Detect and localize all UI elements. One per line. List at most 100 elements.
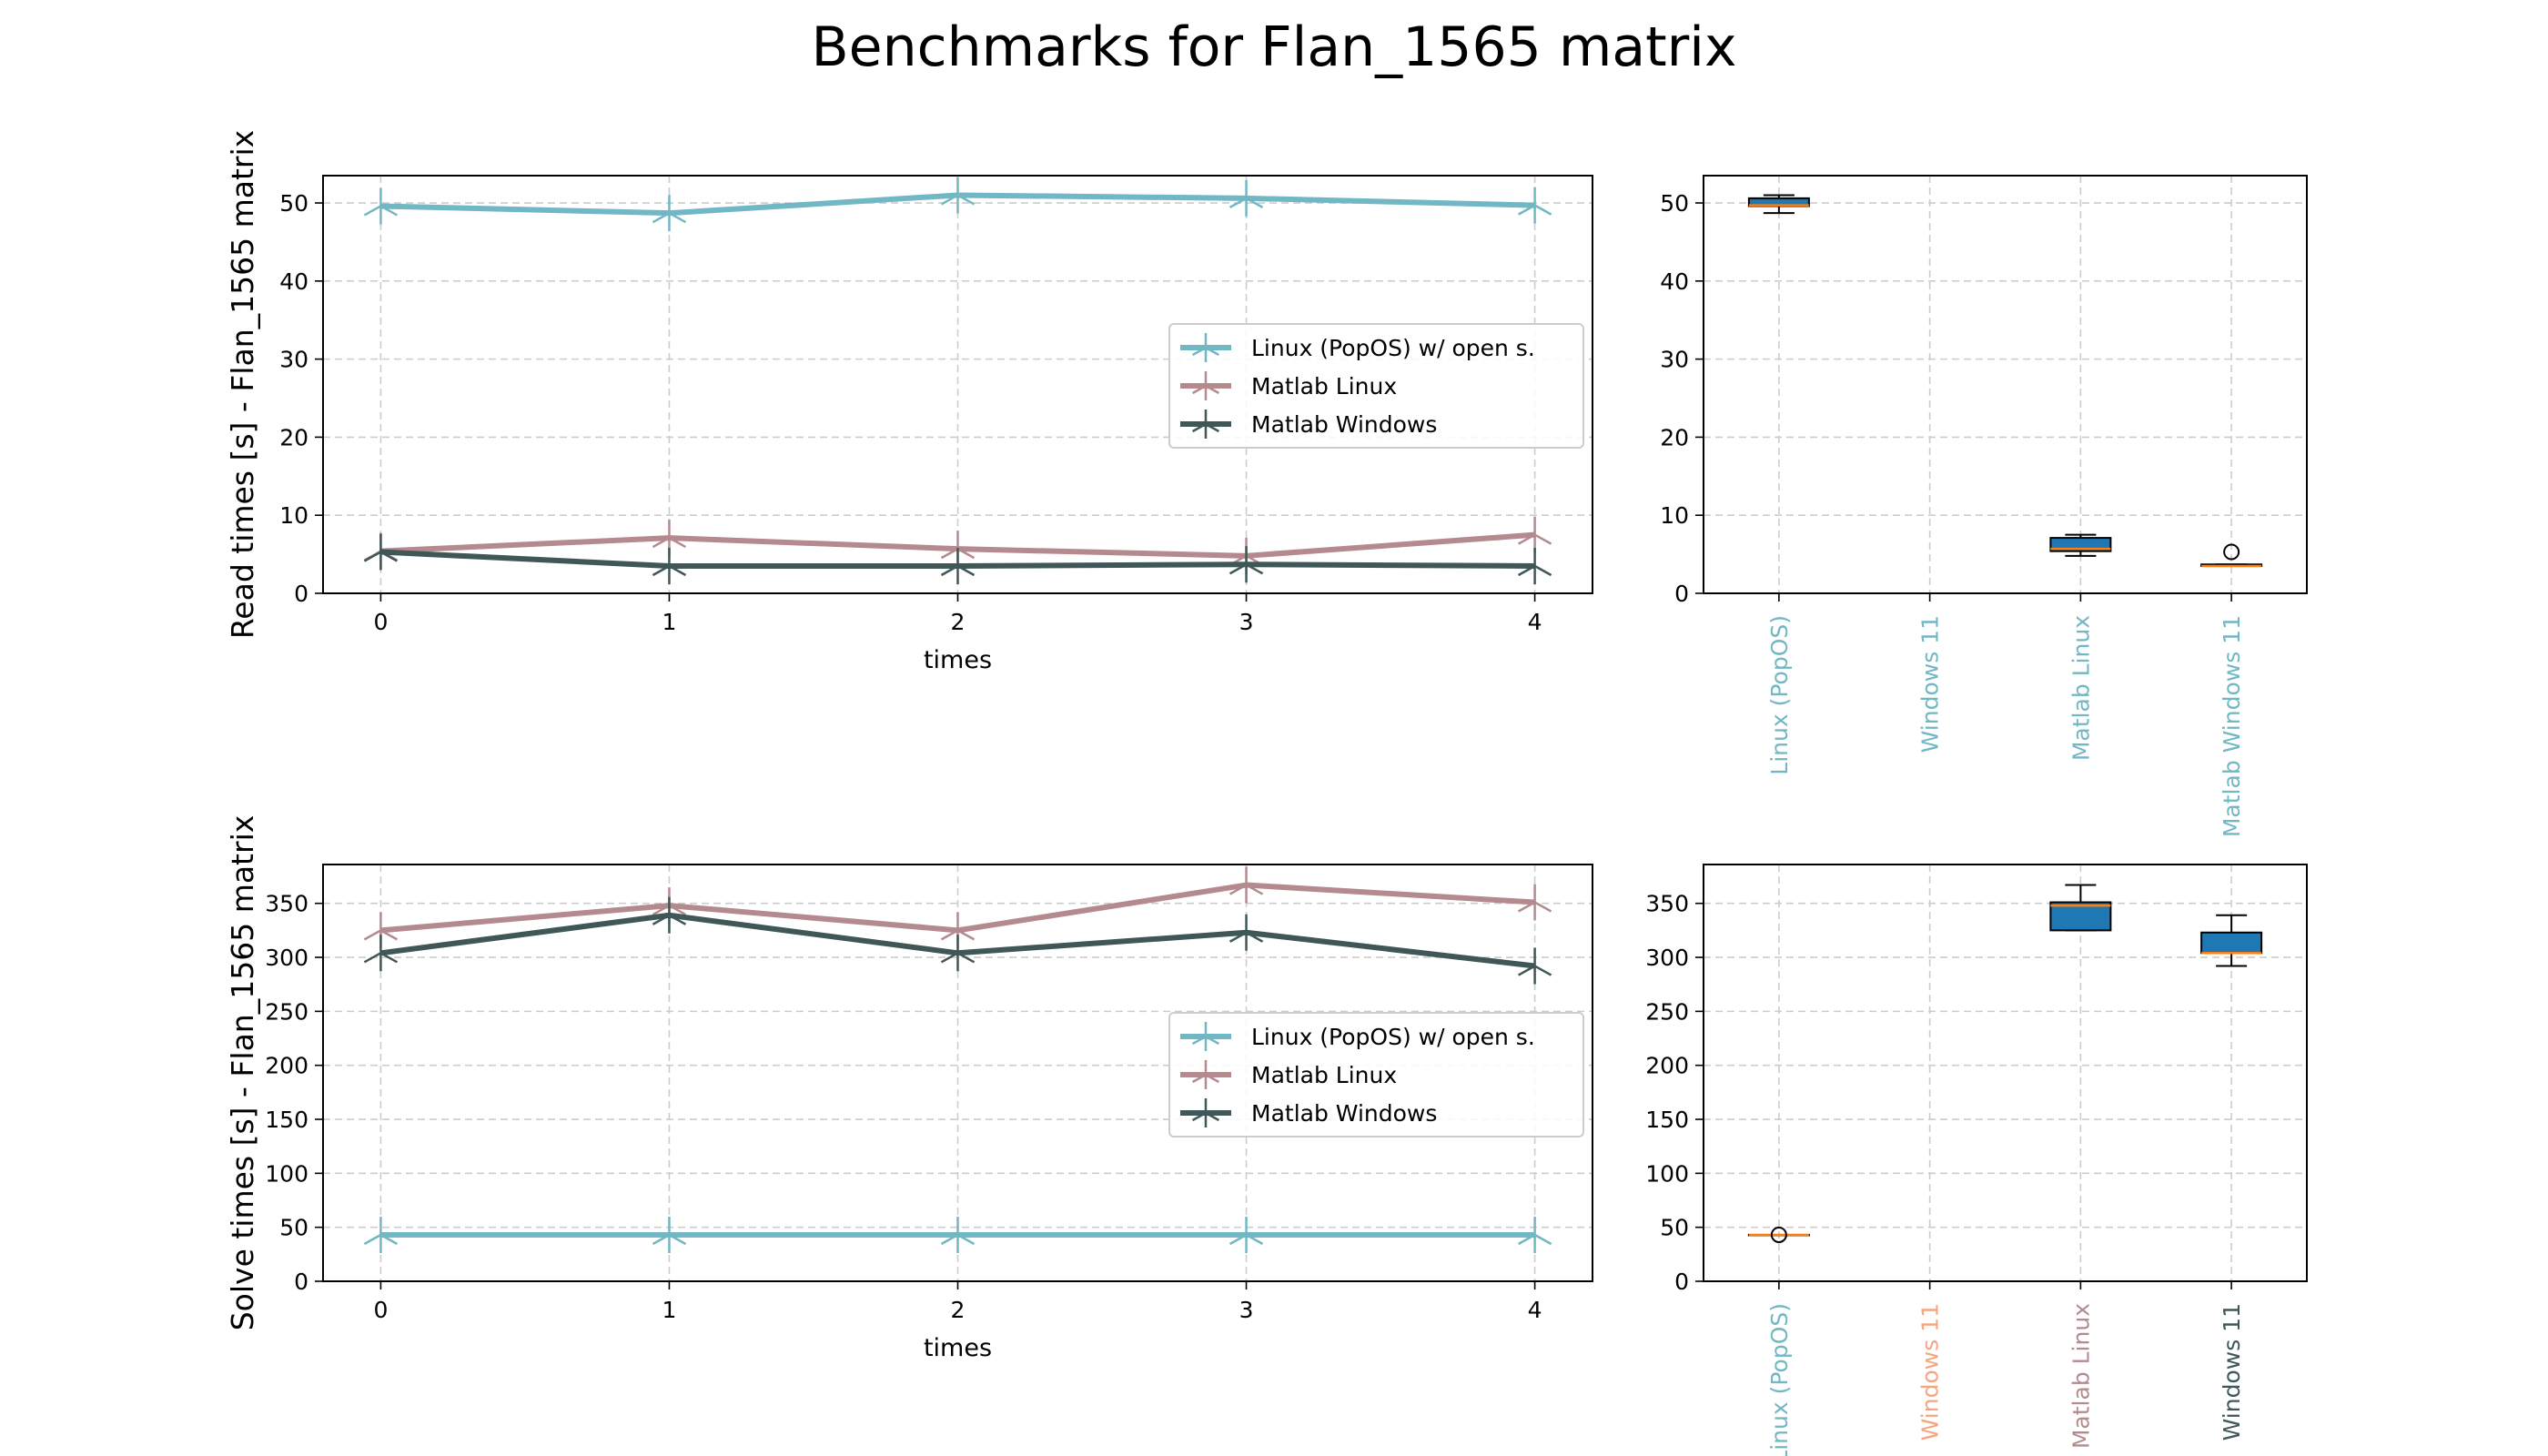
y-tick-label: 50 xyxy=(1660,1215,1689,1241)
y-tick-label: 50 xyxy=(1660,190,1689,217)
y-tick-label: 100 xyxy=(265,1160,308,1187)
series-point xyxy=(363,1216,399,1253)
y-tick-label: 100 xyxy=(1645,1160,1689,1187)
series-point xyxy=(940,547,976,584)
y-tick-label: 40 xyxy=(1660,268,1689,295)
y-tick-label: 300 xyxy=(1645,945,1689,971)
category-label: Linux (PopOS) xyxy=(1766,1303,1793,1456)
series-point xyxy=(1517,947,1552,985)
x-tick-label: 3 xyxy=(1239,609,1254,635)
series-point xyxy=(1517,1216,1552,1253)
y-axis-label: Solve times [s] - Flan_1565 matrix xyxy=(225,815,260,1331)
legend-marker xyxy=(1191,371,1220,400)
solve-line-panel: 0 50 100 150 200 250 300 350 0 1 2 3 4 times Solve tim… xyxy=(225,815,1593,1362)
category-label: Windows 11 xyxy=(1917,1303,1944,1441)
series-point xyxy=(1517,547,1552,584)
y-tick-label: 250 xyxy=(1645,998,1689,1025)
read-box-panel: 0 10 20 30 40 50 Linux (PopOS) Windows 11 Matlab… xyxy=(1660,175,2308,837)
legend-entry: Matlab Linux xyxy=(1251,1062,1397,1088)
x-tick-label: 1 xyxy=(662,1297,677,1323)
series-point xyxy=(363,533,399,571)
series-point xyxy=(652,547,687,584)
series-point xyxy=(652,896,687,934)
outlier-point xyxy=(2223,543,2240,561)
x-tick-label: 2 xyxy=(951,1297,966,1323)
y-axis-label: Read times [s] - Flan_1565 matrix xyxy=(225,130,260,639)
legend-entry: Linux (PopOS) w/ open s. xyxy=(1251,335,1535,361)
read-line-panel: 0 10 20 30 40 50 0 1 2 3 4 times Read times [s] - Fl… xyxy=(225,130,1593,674)
y-tick-label: 200 xyxy=(1645,1053,1689,1079)
category-label: Matlab Windows 11 xyxy=(2219,615,2245,837)
x-tick-label: 3 xyxy=(1239,1297,1254,1323)
axes-frame xyxy=(1703,175,2308,594)
series-point xyxy=(363,187,399,225)
y-tick-label: 200 xyxy=(265,1053,308,1079)
series-point xyxy=(940,177,976,214)
legend-entry: Matlab Windows xyxy=(1251,1100,1437,1127)
legend-box xyxy=(1168,1012,1584,1138)
x-axis-label: times xyxy=(924,1334,992,1362)
legend-marker xyxy=(1191,333,1220,362)
legend-marker xyxy=(1191,1022,1220,1051)
series-point xyxy=(1517,884,1552,921)
x-tick-label: 0 xyxy=(373,1297,388,1323)
series-point xyxy=(1228,914,1264,951)
legend-marker xyxy=(1191,1098,1220,1127)
legend-entry: Linux (PopOS) w/ open s. xyxy=(1251,1024,1535,1050)
x-tick-label: 4 xyxy=(1528,609,1542,635)
y-tick-label: 0 xyxy=(294,1269,308,1295)
solve-box-panel: 0 50 100 150 200 250 300 350 Linux (PopOS) Window… xyxy=(1645,864,2308,1456)
y-tick-label: 40 xyxy=(279,268,308,295)
series-point xyxy=(1228,179,1264,217)
legend-entry: Matlab Linux xyxy=(1251,373,1397,399)
legend-box xyxy=(1168,323,1584,449)
axes-frame xyxy=(322,175,1593,594)
axes-frame xyxy=(1703,864,2308,1282)
legend: Linux (PopOS) w/ open s. Matlab Linux Matl… xyxy=(1168,1012,1584,1138)
figure-title: Benchmarks for Flan_1565 matrix xyxy=(812,15,1737,79)
outlier-point xyxy=(1770,1226,1787,1243)
series-point xyxy=(1228,546,1264,583)
category-label: Matlab Linux xyxy=(2068,615,2094,761)
box-body xyxy=(2049,901,2112,932)
legend: Linux (PopOS) w/ open s. Matlab Linux Matl… xyxy=(1168,323,1584,449)
y-tick-label: 250 xyxy=(265,998,308,1025)
y-tick-label: 350 xyxy=(265,891,308,917)
box-body xyxy=(2200,931,2263,955)
y-tick-label: 300 xyxy=(265,945,308,971)
y-tick-label: 50 xyxy=(279,190,308,217)
y-tick-label: 0 xyxy=(1674,1269,1689,1295)
y-tick-label: 10 xyxy=(1660,502,1689,529)
x-tick-label: 0 xyxy=(373,609,388,635)
category-label: Windows 11 xyxy=(1917,615,1944,753)
series-point xyxy=(652,1216,687,1253)
y-tick-label: 0 xyxy=(294,581,308,607)
category-label: Linux (PopOS) xyxy=(1766,615,1793,775)
legend-entry: Matlab Windows xyxy=(1251,411,1437,438)
series-point xyxy=(1228,866,1264,904)
y-tick-label: 10 xyxy=(279,502,308,529)
x-tick-label: 4 xyxy=(1528,1297,1542,1323)
category-label: Matlab Linux xyxy=(2068,1303,2094,1449)
series-point xyxy=(940,1216,976,1253)
y-tick-label: 50 xyxy=(279,1215,308,1241)
series-point xyxy=(1517,187,1552,224)
y-tick-label: 20 xyxy=(279,424,308,450)
y-tick-label: 20 xyxy=(1660,424,1689,450)
y-tick-label: 30 xyxy=(1660,347,1689,373)
y-tick-label: 350 xyxy=(1645,891,1689,917)
series-point xyxy=(1517,516,1552,553)
series-point xyxy=(1228,1216,1264,1253)
y-tick-label: 30 xyxy=(279,347,308,373)
legend-marker xyxy=(1191,1060,1220,1089)
legend-marker xyxy=(1191,410,1220,439)
series-point xyxy=(652,195,687,232)
series-point xyxy=(363,935,399,972)
x-tick-label: 1 xyxy=(662,609,677,635)
series-point xyxy=(940,935,976,972)
y-tick-label: 150 xyxy=(1645,1107,1689,1133)
category-label: Windows 11 xyxy=(2219,1303,2245,1441)
